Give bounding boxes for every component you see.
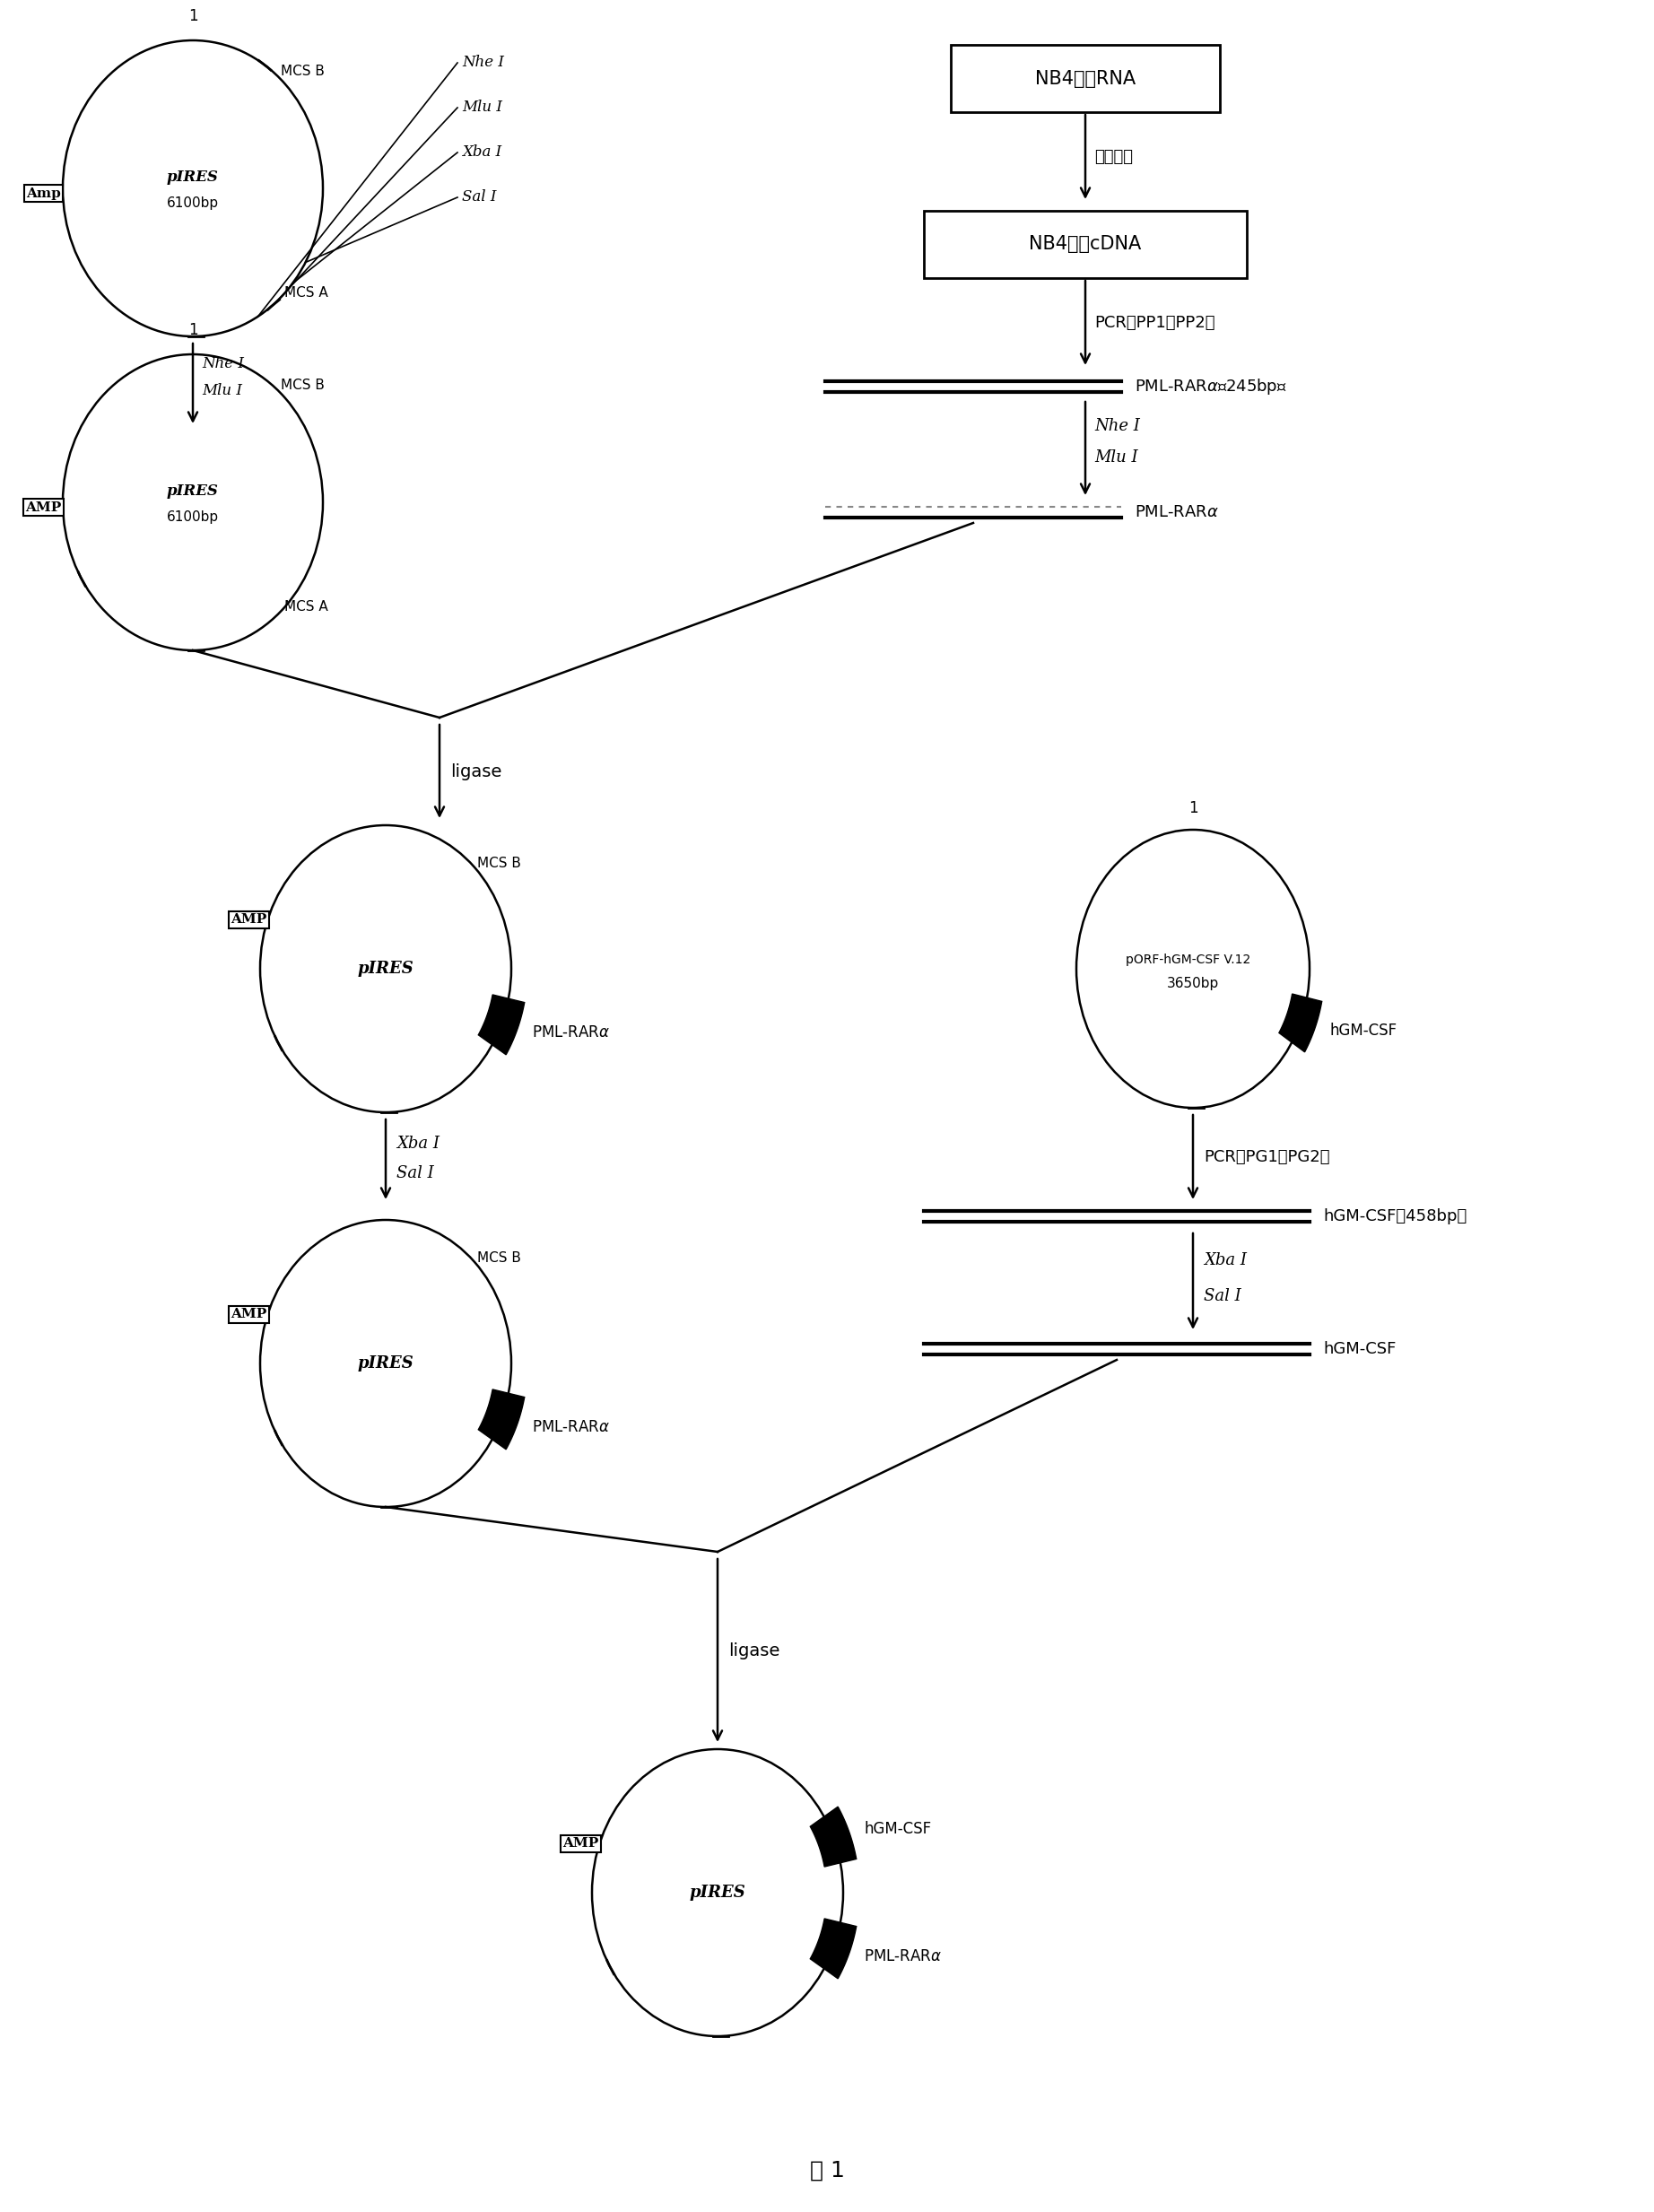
Text: pIRES: pIRES — [690, 1885, 746, 1900]
Text: PCR（PG1，PG2）: PCR（PG1，PG2） — [1204, 1148, 1330, 1166]
Text: MCS B: MCS B — [476, 1252, 521, 1265]
Text: Mlu I: Mlu I — [461, 100, 503, 115]
Text: Nhe I: Nhe I — [202, 356, 245, 372]
Text: Amp: Amp — [26, 188, 61, 199]
Text: pIRES: pIRES — [167, 484, 218, 500]
Text: pORF-hGM-CSF V.12: pORF-hGM-CSF V.12 — [1126, 953, 1250, 967]
Text: Xba I: Xba I — [461, 144, 501, 159]
Text: Sal I: Sal I — [461, 190, 496, 206]
Polygon shape — [810, 1807, 857, 1867]
Text: hGM-CSF: hGM-CSF — [1323, 1340, 1396, 1358]
Text: ligase: ligase — [728, 1641, 779, 1659]
Text: hGM-CSF（458bp）: hGM-CSF（458bp） — [1323, 1208, 1467, 1225]
Text: 3650bp: 3650bp — [1166, 975, 1219, 989]
Text: MCS B: MCS B — [281, 378, 324, 392]
Text: 6100bp: 6100bp — [167, 197, 218, 210]
Text: Xba I: Xba I — [1204, 1252, 1247, 1267]
Text: pIRES: pIRES — [167, 170, 218, 186]
Text: Nhe I: Nhe I — [461, 55, 504, 71]
Text: NB4细胞cDNA: NB4细胞cDNA — [1029, 234, 1141, 254]
Text: PML-RAR$\alpha$: PML-RAR$\alpha$ — [533, 1418, 610, 1436]
Text: PML-RAR$\alpha$（245bp）: PML-RAR$\alpha$（245bp） — [1135, 376, 1287, 396]
FancyBboxPatch shape — [925, 210, 1247, 279]
Text: ligase: ligase — [450, 763, 501, 781]
Text: AMP: AMP — [25, 502, 61, 513]
Text: PML-RAR$\alpha$: PML-RAR$\alpha$ — [1135, 504, 1219, 520]
Text: hGM-CSF: hGM-CSF — [863, 1820, 931, 1838]
Text: PML-RAR$\alpha$: PML-RAR$\alpha$ — [533, 1024, 610, 1040]
Text: Mlu I: Mlu I — [1095, 449, 1138, 465]
Text: 图 1: 图 1 — [809, 2159, 845, 2181]
Text: Xba I: Xba I — [397, 1135, 440, 1152]
Text: 1: 1 — [189, 9, 197, 24]
Text: PCR（PP1，PP2）: PCR（PP1，PP2） — [1095, 314, 1216, 332]
Text: Nhe I: Nhe I — [1095, 418, 1140, 434]
Text: AMP: AMP — [232, 914, 266, 927]
Text: hGM-CSF: hGM-CSF — [1330, 1022, 1398, 1037]
Text: MCS B: MCS B — [476, 856, 521, 869]
Text: 6100bp: 6100bp — [167, 511, 218, 524]
Text: 1: 1 — [189, 323, 197, 338]
Text: pIRES: pIRES — [357, 960, 414, 978]
Text: NB4细胞RNA: NB4细胞RNA — [1035, 69, 1136, 88]
Polygon shape — [810, 1918, 857, 1978]
Polygon shape — [478, 1389, 524, 1449]
Text: AMP: AMP — [232, 1307, 266, 1321]
Text: MCS B: MCS B — [281, 64, 324, 77]
FancyBboxPatch shape — [951, 44, 1221, 113]
Text: Mlu I: Mlu I — [202, 383, 241, 398]
Polygon shape — [478, 995, 524, 1055]
Text: MCS A: MCS A — [284, 599, 327, 613]
Text: MCS A: MCS A — [284, 285, 327, 301]
Text: 逆转录酶: 逆转录酶 — [1095, 148, 1133, 166]
Text: 1: 1 — [1188, 801, 1197, 816]
Text: AMP: AMP — [562, 1838, 599, 1849]
Text: PML-RAR$\alpha$: PML-RAR$\alpha$ — [863, 1949, 941, 1964]
Text: Sal I: Sal I — [1204, 1287, 1240, 1305]
Text: Sal I: Sal I — [397, 1166, 433, 1181]
Polygon shape — [1279, 993, 1322, 1053]
Text: pIRES: pIRES — [357, 1356, 414, 1371]
